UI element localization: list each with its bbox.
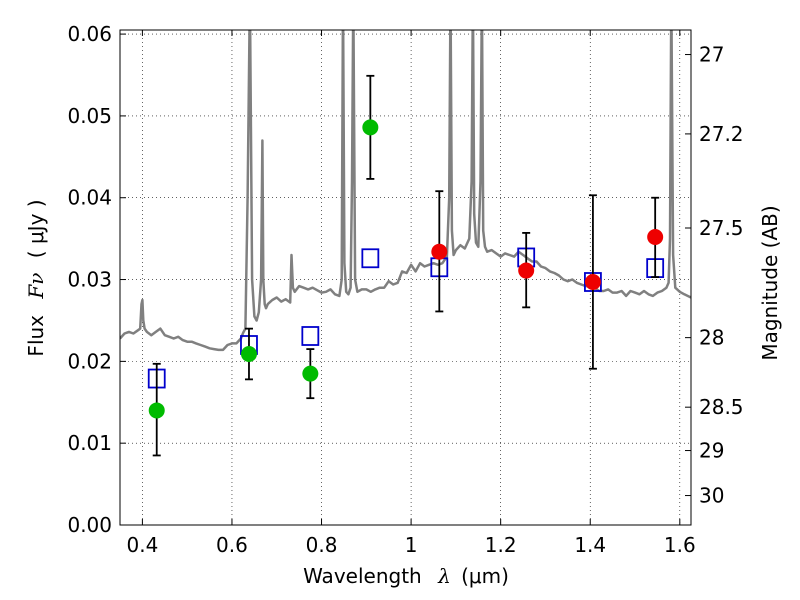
x-tick-label: 1.2 xyxy=(485,533,517,557)
y2-tick-label: 28.5 xyxy=(699,395,744,419)
ir-point-marker xyxy=(518,262,535,279)
x-axis-label-text: Wavelength xyxy=(303,564,422,588)
axes: 0.4 0.6 0.8 1 1.2 1.4 1.6 0.00 0.01 0.02 0.03 0.04 0… xyxy=(67,22,743,557)
x-tick-label: 1.4 xyxy=(574,533,606,557)
x-tick-label: 0.6 xyxy=(216,533,248,557)
y-tick-label: 0.03 xyxy=(67,268,112,292)
y2-tick-label: 29 xyxy=(699,439,724,463)
y2-axis-label: Magnitude (AB) xyxy=(758,205,782,360)
model-box-marker xyxy=(361,248,380,269)
y-tick-label: 0.06 xyxy=(67,22,112,46)
x-axis-label-unit: (μm) xyxy=(461,564,509,588)
hst-point-marker xyxy=(148,402,165,419)
x-tick-label: 1.6 xyxy=(664,533,696,557)
hst-point-marker xyxy=(362,119,379,136)
y-tick-label: 0.02 xyxy=(67,349,112,373)
y2-tick-label: 30 xyxy=(699,484,724,508)
plot-area xyxy=(120,30,691,457)
y2-tick-label: 27 xyxy=(699,43,724,67)
x-axis-label: Wavelength λ (μm) xyxy=(303,564,509,588)
y2-tick-label: 27.5 xyxy=(699,216,744,240)
x-tick-label: 1 xyxy=(405,533,418,557)
x-axis-label-symbol: λ xyxy=(437,564,451,588)
model-spectrum-line xyxy=(120,30,691,352)
plot-frame xyxy=(119,29,692,526)
y2-tick-label: 27.2 xyxy=(699,122,744,146)
y-tick-label: 0.01 xyxy=(67,431,112,455)
model-box-marker xyxy=(301,326,320,346)
y-tick-label: 0.04 xyxy=(67,186,112,210)
x-tick-label: 0.8 xyxy=(306,533,338,557)
grid xyxy=(120,30,691,526)
hst-point-marker xyxy=(240,346,257,362)
y2-tick-label: 28 xyxy=(699,326,724,350)
y-axis-label-unit: ( μJy ) xyxy=(24,199,48,258)
y-axis-label: Flux Fν ( μJy ) xyxy=(24,199,48,356)
y-tick-label: 0.05 xyxy=(67,104,112,128)
ir-point-marker xyxy=(584,274,601,290)
x-tick-label: 0.4 xyxy=(126,533,158,557)
y-axis-label-symbol: Fν xyxy=(24,273,48,300)
hst-point-marker xyxy=(302,365,319,382)
y-axis-label-text: Flux xyxy=(24,315,48,357)
ir-point-marker xyxy=(647,229,664,245)
ir-point-marker xyxy=(431,243,448,260)
y-tick-label: 0.00 xyxy=(67,513,112,537)
